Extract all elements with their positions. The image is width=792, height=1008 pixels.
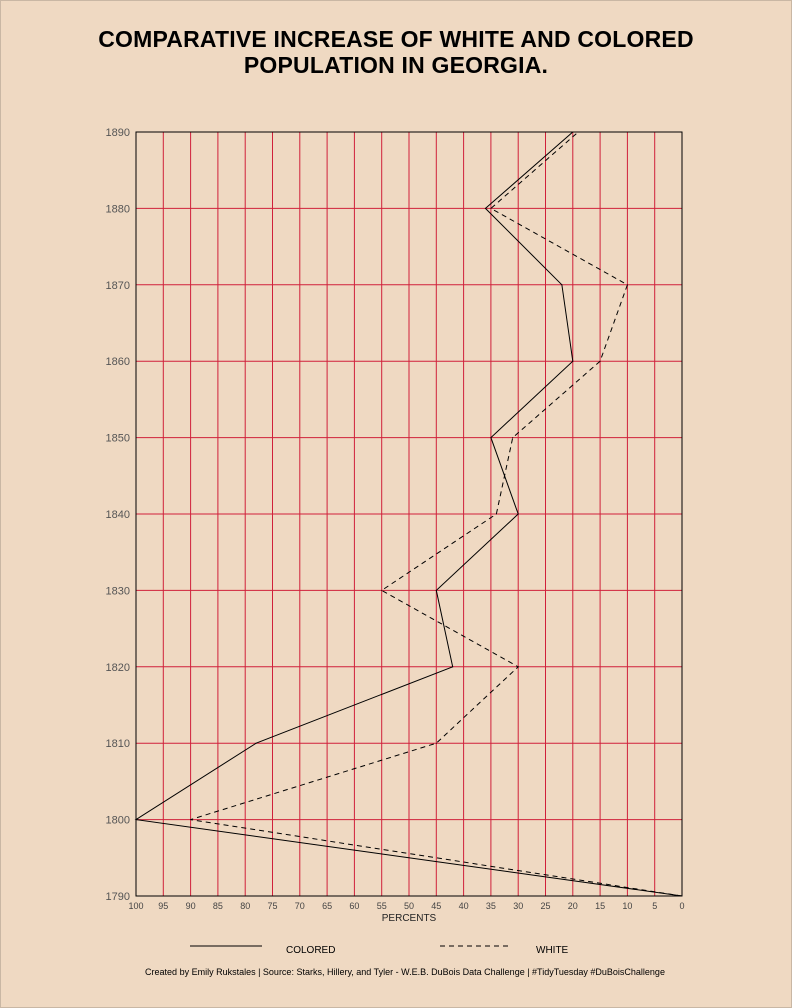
point-colored-1860 — [572, 360, 574, 362]
x-tick-label-25: 25 — [540, 901, 550, 911]
point-colored-1820 — [452, 666, 454, 668]
chart-title-line-1: COMPARATIVE INCREASE OF WHITE AND COLORE… — [98, 26, 694, 52]
point-white-1860 — [599, 360, 601, 362]
y-tick-label-1800: 1800 — [106, 815, 130, 827]
point-white-1870 — [626, 284, 628, 286]
y-tick-label-1890: 1890 — [106, 127, 130, 139]
point-colored-1850 — [490, 437, 492, 439]
caption: Created by Emily Rukstales | Source: Sta… — [145, 967, 665, 977]
point-colored-1810 — [255, 742, 257, 744]
y-tick-label-1850: 1850 — [106, 433, 130, 445]
y-axis-ticks: 1790 1800 1810 1820 1830 1840 1850 1860 1870 1880… — [106, 127, 130, 903]
x-tick-label-15: 15 — [595, 901, 605, 911]
x-tick-label-5: 5 — [652, 901, 657, 911]
point-white-1790 — [681, 895, 683, 897]
point-colored-1840 — [517, 513, 519, 515]
x-tick-label-90: 90 — [186, 901, 196, 911]
x-axis-ticks: 100 95 90 85 80 75 70 65 60 55 50 45 40 35 30 25 20 15 10 5… — [128, 901, 684, 911]
y-tick-label-1830: 1830 — [106, 585, 130, 597]
x-tick-label-100: 100 — [128, 901, 143, 911]
point-white-1850 — [512, 437, 514, 439]
x-tick-label-75: 75 — [267, 901, 277, 911]
point-white-1890 — [577, 131, 579, 133]
y-tick-label-1790: 1790 — [106, 891, 130, 903]
x-tick-label-65: 65 — [322, 901, 332, 911]
point-colored-1800 — [135, 819, 137, 821]
point-colored-1830 — [435, 589, 437, 591]
legend: COLORED WHITE — [190, 945, 569, 956]
x-tick-label-40: 40 — [459, 901, 469, 911]
point-colored-1890 — [572, 131, 574, 133]
x-tick-label-45: 45 — [431, 901, 441, 911]
x-tick-label-0: 0 — [679, 901, 684, 911]
x-tick-label-70: 70 — [295, 901, 305, 911]
point-white-1880 — [490, 207, 492, 209]
x-tick-label-80: 80 — [240, 901, 250, 911]
x-tick-label-50: 50 — [404, 901, 414, 911]
y-tick-label-1840: 1840 — [106, 509, 130, 521]
point-white-1810 — [435, 742, 437, 744]
x-tick-label-10: 10 — [622, 901, 632, 911]
y-tick-label-1820: 1820 — [106, 662, 130, 674]
plot-frame — [135, 131, 683, 897]
point-white-1820 — [517, 666, 519, 668]
legend-white-label: WHITE — [536, 945, 569, 956]
series-lines — [134, 131, 683, 897]
x-tick-label-20: 20 — [568, 901, 578, 911]
y-tick-label-1860: 1860 — [106, 356, 130, 368]
x-tick-label-35: 35 — [486, 901, 496, 911]
point-white-1800 — [190, 819, 192, 821]
x-tick-label-85: 85 — [213, 901, 223, 911]
x-tick-label-60: 60 — [349, 901, 359, 911]
chart-title: COMPARATIVE INCREASE OF WHITE AND COLORE… — [0, 26, 792, 78]
point-white-1830 — [381, 589, 383, 591]
x-tick-label-95: 95 — [158, 901, 168, 911]
point-colored-1880 — [484, 207, 486, 209]
y-tick-label-1810: 1810 — [106, 738, 130, 750]
chart-title-line-2: POPULATION IN GEORGIA. — [243, 52, 549, 78]
point-colored-1870 — [561, 284, 563, 286]
y-tick-label-1880: 1880 — [106, 203, 130, 215]
x-tick-label-30: 30 — [513, 901, 523, 911]
series-line-white — [190, 131, 683, 897]
grid — [135, 131, 683, 897]
y-tick-label-1870: 1870 — [106, 280, 130, 292]
x-tick-label-55: 55 — [377, 901, 387, 911]
x-axis-title: PERCENTS — [382, 913, 437, 924]
point-white-1840 — [495, 513, 497, 515]
legend-colored-label: COLORED — [286, 945, 335, 956]
